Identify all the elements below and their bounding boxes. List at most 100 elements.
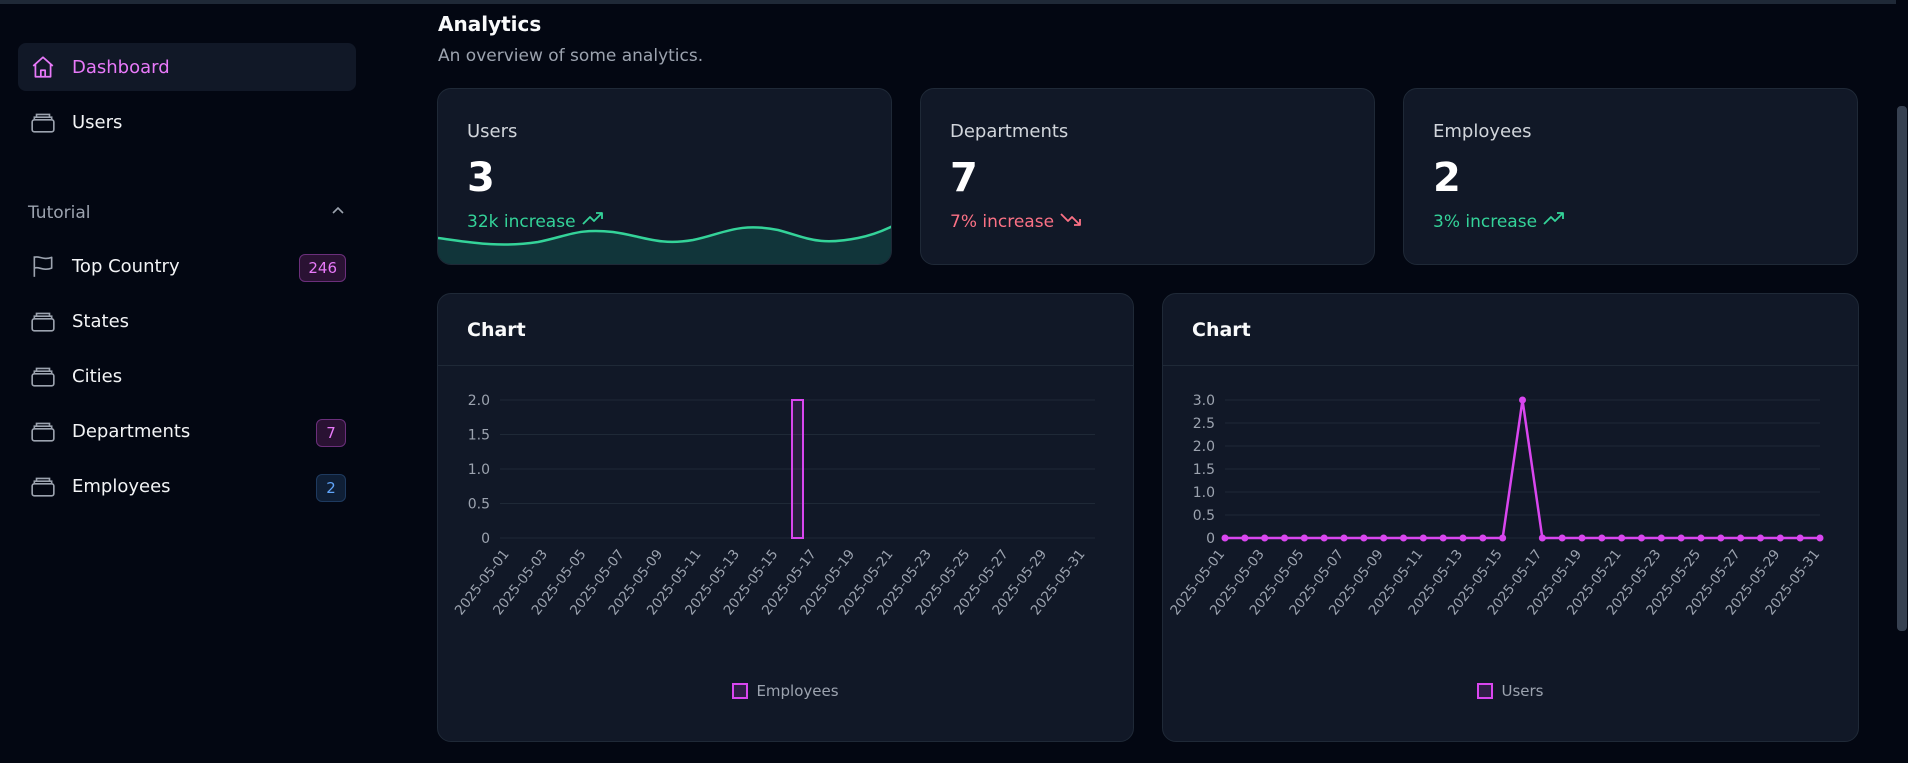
y-tick-label: 2.0	[1193, 439, 1215, 455]
sidebar-item-label: Top Country	[72, 255, 180, 277]
y-tick-label: 1.5	[468, 428, 490, 444]
bar[interactable]	[791, 399, 804, 539]
trend-up-icon	[1543, 211, 1565, 232]
stat-change: 7% increase	[950, 211, 1082, 232]
y-tick-label: 1.0	[1193, 485, 1215, 501]
data-point[interactable]	[1598, 534, 1606, 542]
stat-change: 3% increase	[1433, 211, 1565, 232]
data-point[interactable]	[1400, 534, 1407, 542]
stat-card-employees: Employees 2 3% increase	[1403, 88, 1858, 265]
data-point[interactable]	[1380, 534, 1388, 542]
users-line-chart: 00.51.01.52.02.53.02025-05-012025-05-032…	[1167, 393, 1824, 618]
chart-card-users: Chart 0 0.5 1.0 1.5 2.0 2.5 3.0 2025-05-01 2025-…	[1162, 293, 1859, 742]
data-point[interactable]	[1241, 534, 1249, 542]
data-point[interactable]	[1459, 534, 1467, 542]
y-tick-label: 1.5	[1193, 462, 1215, 478]
stack-icon	[30, 363, 56, 389]
sidebar-section-tutorial[interactable]: Tutorial	[28, 198, 346, 228]
data-point[interactable]	[1796, 534, 1804, 542]
data-point[interactable]	[1320, 534, 1328, 542]
sidebar-item-states[interactable]: States	[18, 297, 356, 345]
sparkline	[438, 225, 891, 264]
scrollbar[interactable]	[1896, 0, 1908, 763]
stat-title: Users	[467, 121, 518, 142]
flag-icon	[30, 253, 56, 279]
count-badge: 2	[316, 474, 346, 502]
y-tick-label: 0.5	[1193, 508, 1215, 524]
legend-swatch	[732, 683, 749, 699]
home-icon	[30, 54, 56, 80]
sidebar-item-dashboard[interactable]: Dashboard	[18, 43, 356, 91]
data-point[interactable]	[1717, 534, 1725, 542]
stat-change-label: 32k increase	[467, 211, 576, 232]
stat-card-users: Users 3 32k increase	[437, 88, 892, 265]
data-point[interactable]	[1519, 396, 1526, 404]
legend-swatch	[1477, 683, 1494, 699]
stat-value: 7	[950, 155, 978, 201]
sidebar-item-cities[interactable]: Cities	[18, 352, 356, 400]
trend-up-icon	[581, 211, 604, 232]
stack-icon	[30, 418, 56, 444]
stack-icon	[30, 109, 56, 135]
chart-title: Chart	[438, 294, 1133, 366]
page-title: Analytics	[438, 12, 542, 36]
sidebar-item-top-country[interactable]: Top Country 246	[18, 242, 356, 290]
data-point[interactable]	[1737, 534, 1745, 542]
scrollbar-thumb[interactable]	[1897, 106, 1907, 631]
count-badge: 246	[299, 254, 346, 282]
data-point[interactable]	[1697, 534, 1705, 542]
data-point[interactable]	[1261, 534, 1269, 542]
stat-change-label: 7% increase	[950, 211, 1055, 232]
data-point[interactable]	[1618, 534, 1626, 542]
section-label: Tutorial	[28, 203, 91, 223]
trend-down-icon	[1060, 211, 1082, 232]
data-point[interactable]	[1221, 534, 1229, 542]
y-tick-label: 0	[1206, 531, 1215, 547]
data-point[interactable]	[1816, 534, 1824, 542]
chart-legend[interactable]: Users	[1163, 682, 1858, 700]
data-point[interactable]	[1340, 534, 1348, 542]
sidebar-item-label: Users	[72, 111, 123, 133]
data-point[interactable]	[1419, 534, 1427, 542]
stat-title: Departments	[950, 121, 1069, 142]
data-point[interactable]	[1776, 534, 1784, 542]
stat-title: Employees	[1433, 121, 1532, 142]
sidebar: Dashboard Users Tutorial Top Country 246…	[0, 4, 375, 763]
stat-change-label: 3% increase	[1433, 211, 1538, 232]
y-tick-label: 3.0	[1193, 393, 1215, 409]
sidebar-item-departments[interactable]: Departments 7	[18, 407, 356, 455]
y-tick-label: 2.5	[1193, 416, 1215, 432]
chart-card-employees: Chart 0 0.5 1.0 1.5 2.0 2025-05-01 2025-05-03 2…	[437, 293, 1134, 742]
legend-label: Employees	[756, 682, 839, 700]
data-point[interactable]	[1638, 534, 1645, 542]
data-point[interactable]	[1360, 534, 1368, 542]
stat-value: 2	[1433, 155, 1461, 201]
data-point[interactable]	[1558, 534, 1566, 542]
stack-icon	[30, 308, 56, 334]
stat-card-departments: Departments 7 7% increase	[920, 88, 1375, 265]
employees-bar-chart: 00.51.01.52.02025-05-012025-05-032025-05…	[452, 393, 1095, 618]
stat-value: 3	[467, 155, 495, 201]
data-point[interactable]	[1677, 534, 1685, 542]
sidebar-item-label: States	[72, 310, 130, 332]
y-tick-label: 0	[481, 531, 490, 547]
data-point[interactable]	[1657, 534, 1665, 542]
y-tick-label: 2.0	[468, 393, 490, 409]
data-point[interactable]	[1281, 534, 1288, 542]
data-point[interactable]	[1479, 534, 1487, 542]
data-point[interactable]	[1538, 534, 1546, 542]
chart-legend[interactable]: Employees	[438, 682, 1133, 700]
data-point[interactable]	[1300, 534, 1308, 542]
data-point[interactable]	[1439, 534, 1447, 542]
stat-change: 32k increase	[467, 211, 604, 232]
data-point[interactable]	[1757, 534, 1764, 542]
chart-title: Chart	[1163, 294, 1858, 366]
sidebar-item-employees[interactable]: Employees 2	[18, 462, 356, 510]
y-tick-label: 0.5	[468, 497, 490, 513]
sidebar-item-label: Cities	[72, 365, 123, 387]
sidebar-item-label: Employees	[72, 475, 171, 497]
data-point[interactable]	[1499, 534, 1507, 542]
data-point[interactable]	[1578, 534, 1586, 542]
sidebar-item-label: Departments	[72, 420, 191, 442]
sidebar-item-users[interactable]: Users	[18, 98, 356, 146]
